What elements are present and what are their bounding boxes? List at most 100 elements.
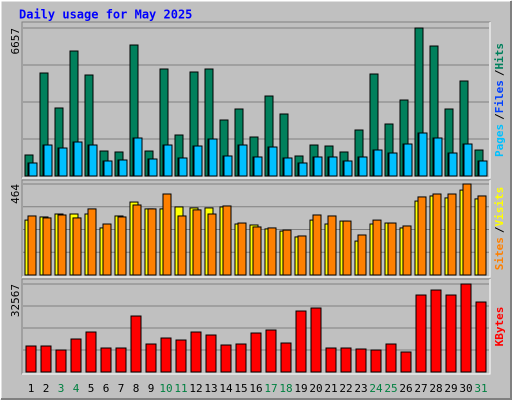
x-tick-label: 28 xyxy=(429,382,442,395)
bar xyxy=(70,338,82,373)
x-tick-label: 20 xyxy=(309,382,322,395)
bar xyxy=(283,157,293,177)
bar xyxy=(103,160,113,177)
x-tick-label: 18 xyxy=(279,382,292,395)
bar xyxy=(132,204,142,276)
bar xyxy=(297,235,307,276)
y-tick-label: 6657 xyxy=(9,28,22,55)
bar xyxy=(190,331,202,373)
bar xyxy=(73,141,83,177)
bar xyxy=(87,208,97,276)
bar xyxy=(432,193,442,276)
x-tick-label: 10 xyxy=(159,382,172,395)
bar xyxy=(415,294,427,373)
x-tick-label: 29 xyxy=(444,382,457,395)
x-tick-label: 1 xyxy=(28,382,35,395)
bar xyxy=(222,205,232,276)
bar xyxy=(388,152,398,177)
x-tick-label: 21 xyxy=(324,382,337,395)
x-tick-label: 11 xyxy=(174,382,187,395)
bar xyxy=(55,349,67,373)
bar xyxy=(237,222,247,276)
panel-edge xyxy=(22,22,491,179)
x-tick-label: 31 xyxy=(474,382,487,395)
x-tick-label: 24 xyxy=(369,382,383,395)
bar xyxy=(447,193,457,276)
bar xyxy=(400,351,412,373)
bar xyxy=(163,144,173,177)
bar xyxy=(88,144,98,177)
x-tick-label: 19 xyxy=(294,382,307,395)
legend-separator: / xyxy=(493,69,506,76)
bar xyxy=(115,347,127,373)
bar xyxy=(72,217,82,276)
bar xyxy=(40,345,52,373)
bar xyxy=(235,343,247,373)
y-tick-label: 464 xyxy=(9,184,22,204)
bar xyxy=(42,217,52,276)
bar xyxy=(223,155,233,177)
x-tick-label: 9 xyxy=(148,382,155,395)
x-tick-label: 3 xyxy=(58,382,65,395)
bar xyxy=(343,160,353,177)
bar xyxy=(27,215,37,276)
bar xyxy=(340,347,352,373)
bar xyxy=(280,342,292,373)
bar xyxy=(462,183,472,276)
bar xyxy=(418,132,428,177)
legend-entry: KBytes xyxy=(493,307,506,347)
x-tick-label: 14 xyxy=(219,382,233,395)
bar xyxy=(58,147,68,177)
bar xyxy=(177,215,187,276)
bar xyxy=(162,193,172,276)
bar xyxy=(205,334,217,373)
bar xyxy=(475,301,487,373)
bar xyxy=(402,225,412,276)
bar xyxy=(385,343,397,373)
legend-entry: Sites xyxy=(493,237,506,270)
x-tick-label: 6 xyxy=(103,382,110,395)
bar xyxy=(192,209,202,276)
bar xyxy=(43,144,53,177)
x-tick-label: 16 xyxy=(249,382,262,395)
bar xyxy=(387,222,397,276)
bar xyxy=(433,137,443,177)
legend: Sites /Visits xyxy=(493,187,506,271)
bar xyxy=(448,152,458,177)
bar xyxy=(328,156,338,177)
x-tick-label: 4 xyxy=(73,382,80,395)
bar xyxy=(403,143,413,177)
bar xyxy=(145,343,157,373)
bar xyxy=(102,223,112,276)
x-tick-label: 26 xyxy=(399,382,412,395)
bar xyxy=(25,345,37,373)
x-tick-label: 8 xyxy=(133,382,140,395)
legend: Pages/Files/Hits xyxy=(493,43,506,157)
bar xyxy=(160,337,172,373)
bar xyxy=(220,344,232,373)
x-tick-label: 30 xyxy=(459,382,472,395)
bar xyxy=(28,162,38,177)
chart-title: Daily usage for May 2025 xyxy=(19,8,192,22)
bar xyxy=(178,157,188,177)
bar xyxy=(193,145,203,177)
bar xyxy=(295,310,307,373)
bar xyxy=(57,214,67,276)
bar xyxy=(282,229,292,276)
bar xyxy=(477,195,487,276)
legend-separator: / xyxy=(493,226,506,233)
x-tick-label: 27 xyxy=(414,382,427,395)
bar xyxy=(312,214,322,276)
bar xyxy=(342,220,352,276)
x-tick-label: 17 xyxy=(264,382,277,395)
x-tick-label: 22 xyxy=(339,382,352,395)
bar xyxy=(298,162,308,177)
x-tick-label: 13 xyxy=(204,382,217,395)
bar xyxy=(430,289,442,373)
bar xyxy=(238,144,248,177)
bar xyxy=(130,315,142,373)
bar xyxy=(267,227,277,276)
y-tick-label: 32567 xyxy=(9,284,22,317)
bar xyxy=(175,339,187,373)
